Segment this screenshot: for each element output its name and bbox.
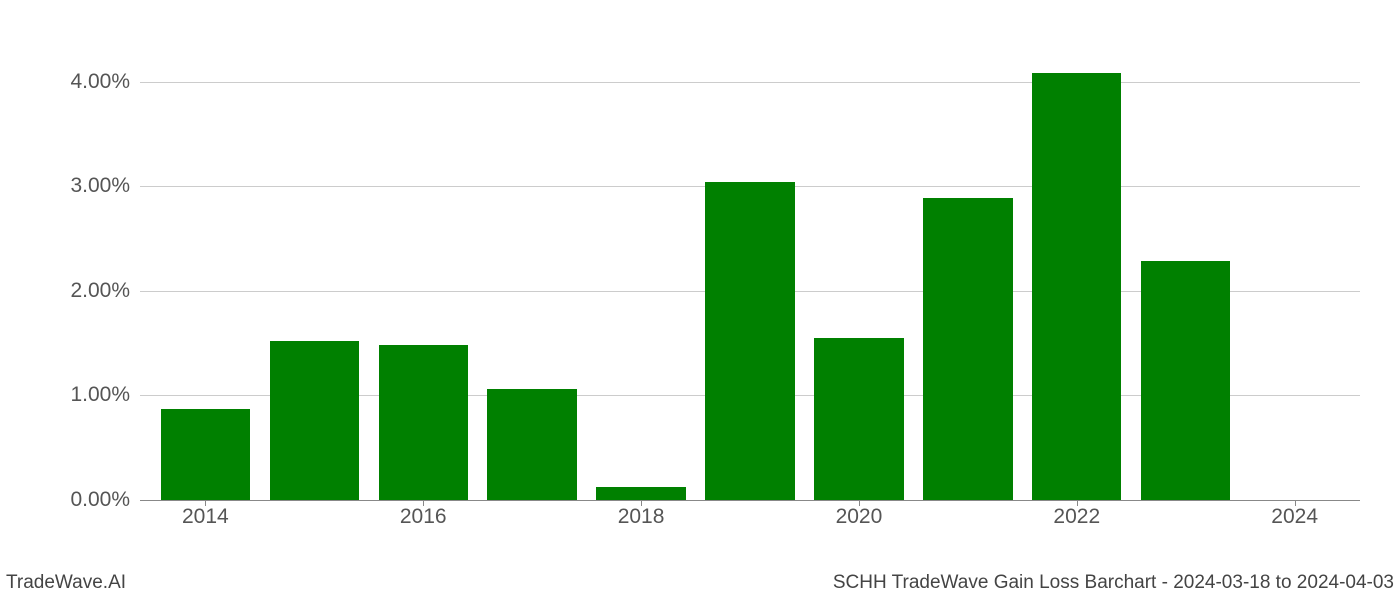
x-tick-mark <box>641 500 642 506</box>
x-tick-label: 2016 <box>400 505 447 529</box>
bar <box>161 409 250 500</box>
y-tick-label: 0.00% <box>40 488 130 512</box>
footer-right-text: SCHH TradeWave Gain Loss Barchart - 2024… <box>833 572 1394 594</box>
x-tick-mark <box>205 500 206 506</box>
x-tick-label: 2014 <box>182 505 229 529</box>
plot-area <box>140 40 1360 500</box>
x-tick-label: 2020 <box>836 505 883 529</box>
x-tick-mark <box>1295 500 1296 506</box>
bar <box>814 338 903 500</box>
bar <box>705 182 794 500</box>
x-tick-mark <box>1077 500 1078 506</box>
x-tick-mark <box>859 500 860 506</box>
y-tick-label: 3.00% <box>40 174 130 198</box>
bar <box>270 341 359 500</box>
gridline <box>140 82 1360 83</box>
x-tick-label: 2018 <box>618 505 665 529</box>
bar <box>596 487 685 500</box>
bar <box>379 345 468 500</box>
y-tick-label: 1.00% <box>40 383 130 407</box>
footer-left-text: TradeWave.AI <box>6 572 126 594</box>
x-tick-label: 2024 <box>1271 505 1318 529</box>
bar <box>923 198 1012 500</box>
bar <box>1141 261 1230 500</box>
bar <box>1032 73 1121 500</box>
y-tick-label: 2.00% <box>40 279 130 303</box>
bar <box>487 389 576 500</box>
x-tick-label: 2022 <box>1053 505 1100 529</box>
y-tick-label: 4.00% <box>40 70 130 94</box>
x-tick-mark <box>423 500 424 506</box>
x-axis-baseline <box>140 500 1360 501</box>
chart-container: 0.00% 1.00% 2.00% 3.00% 4.00% 2014 2016 2018 202… <box>30 30 1370 540</box>
